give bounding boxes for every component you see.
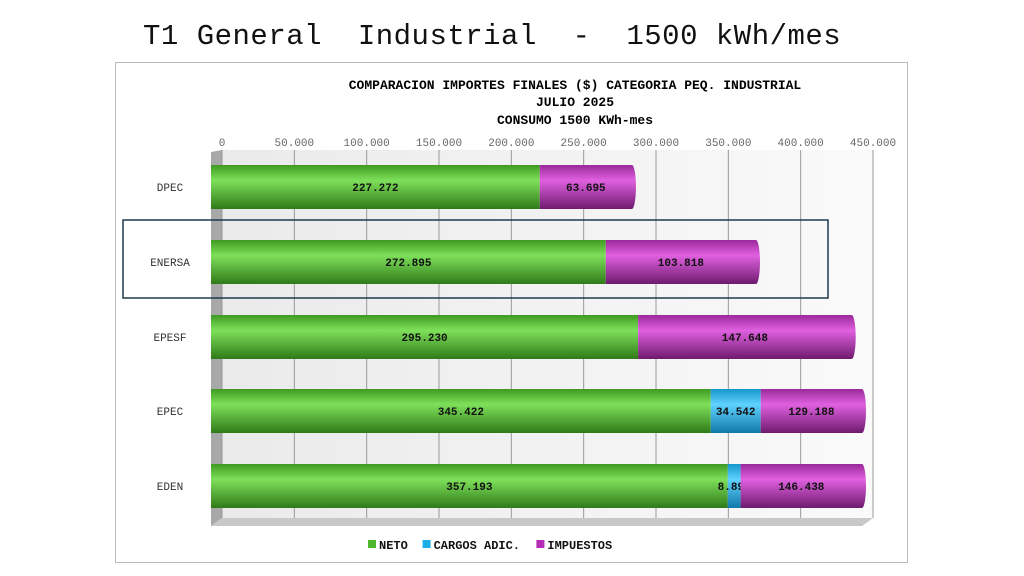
data-label: 34.542 — [716, 407, 756, 419]
data-label: 147.648 — [722, 333, 769, 345]
bar-segment-impuestos — [740, 464, 862, 508]
bar-segment-impuestos — [760, 389, 862, 433]
bar-end-cap — [627, 165, 636, 209]
bar-segment-neto — [211, 389, 711, 433]
data-label: 357.193 — [446, 482, 493, 494]
legend-swatch — [368, 540, 376, 548]
x-tick-label: 300.000 — [633, 138, 679, 150]
x-tick-label: 350.000 — [705, 138, 751, 150]
legend-swatch — [536, 540, 545, 548]
bar-end-cap — [847, 315, 856, 359]
x-tick-label: 0 — [219, 138, 226, 150]
slide-title: T1 General Industrial - 1500 kWh/mes — [143, 20, 842, 53]
chart-title-line: CONSUMO 1500 KWh-mes — [497, 113, 653, 128]
bar-segment-neto — [211, 315, 639, 359]
bar-end-cap — [858, 464, 866, 508]
legend-label: CARGOS ADIC. — [434, 539, 520, 553]
x-tick-label: 200.000 — [488, 138, 534, 150]
x-tick-label: 150.000 — [416, 138, 462, 150]
data-label: 129.188 — [788, 407, 835, 419]
category-label: EPESF — [153, 333, 186, 345]
legend-label: IMPUESTOS — [547, 539, 612, 553]
bar-segment-cargos-adic — [727, 464, 741, 508]
category-label: EDEN — [157, 482, 183, 494]
plot-floor — [211, 518, 873, 526]
data-label: 103.818 — [658, 258, 705, 270]
category-label: DPEC — [157, 183, 184, 195]
x-tick-label: 50.000 — [275, 138, 315, 150]
highlight-box — [122, 219, 829, 299]
bar-segment-impuestos — [605, 240, 756, 284]
bar-segment-neto — [211, 165, 540, 209]
chart-title-line: COMPARACION IMPORTES FINALES ($) CATEGOR… — [349, 78, 802, 93]
data-label: 146.438 — [778, 482, 825, 494]
bar-segment-impuestos — [638, 315, 852, 359]
bar-end-cap — [751, 240, 760, 284]
data-label: 345.422 — [438, 407, 484, 419]
bar-segment-neto — [211, 240, 606, 284]
legend-swatch — [422, 540, 431, 548]
category-label: EPEC — [157, 407, 184, 419]
data-label: 295.230 — [401, 333, 447, 345]
legend-label: NETO — [379, 539, 408, 553]
chart-title-line: JULIO 2025 — [536, 95, 614, 110]
bar-segment-cargos-adic — [710, 389, 761, 433]
bar-segment-neto — [211, 464, 728, 508]
category-label: ENERSA — [150, 258, 190, 270]
x-tick-label: 100.000 — [344, 138, 390, 150]
data-label: 63.695 — [566, 183, 606, 195]
x-tick-label: 450.000 — [850, 138, 896, 150]
bar-end-cap — [858, 389, 866, 433]
chart-frame — [115, 62, 908, 563]
bar-segment-impuestos — [539, 165, 632, 209]
data-label: 227.272 — [352, 183, 398, 195]
x-tick-label: 400.000 — [778, 138, 824, 150]
x-tick-label: 250.000 — [561, 138, 607, 150]
data-label: 272.895 — [385, 258, 432, 270]
